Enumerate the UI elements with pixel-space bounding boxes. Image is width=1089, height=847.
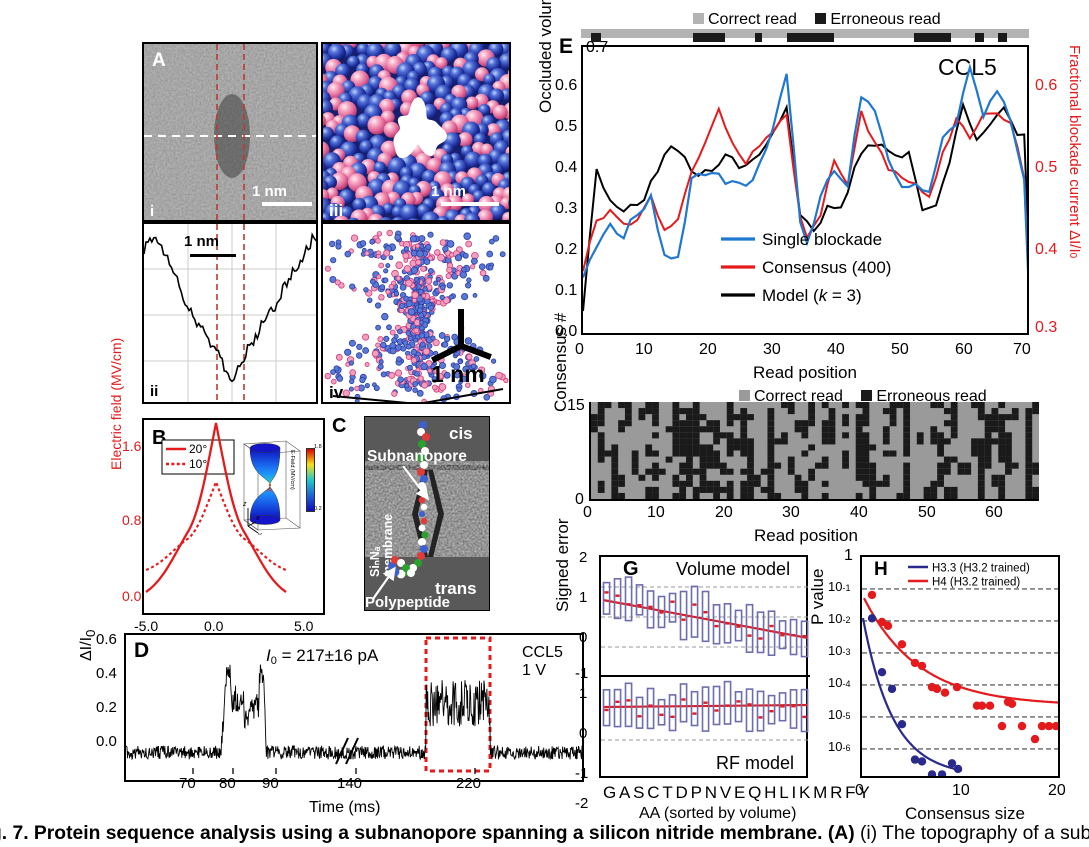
svg-text:H3.3 (H3.2 trained): H3.3 (H3.2 trained) xyxy=(932,563,1030,575)
svg-text:10°: 10° xyxy=(189,457,207,471)
svg-text:x: x xyxy=(255,515,260,522)
svg-text:1 nm: 1 nm xyxy=(431,183,466,200)
svg-text:A: A xyxy=(152,50,166,71)
svg-text:RF model: RF model xyxy=(716,753,794,773)
svg-text:CCL5: CCL5 xyxy=(522,644,563,661)
svg-text:Volume model: Volume model xyxy=(676,559,790,579)
svg-text:iv: iv xyxy=(329,383,344,402)
svg-text:SiₙNₐ: SiₙNₐ xyxy=(368,546,382,577)
svg-text:Subnanopore: Subnanopore xyxy=(367,448,467,465)
svg-text:1 V: 1 V xyxy=(522,662,546,679)
svg-text:G: G xyxy=(623,558,639,580)
svg-text:I0 = 217±16 pA: I0 = 217±16 pA xyxy=(266,646,379,667)
svg-text:H4 (H3.2 trained): H4 (H3.2 trained) xyxy=(932,577,1020,589)
svg-text:iii: iii xyxy=(329,201,343,220)
svg-text:Model (k = 3): Model (k = 3) xyxy=(762,286,862,305)
svg-text:20°: 20° xyxy=(189,442,207,456)
svg-text:1 nm: 1 nm xyxy=(184,233,219,250)
svg-text:1 nm: 1 nm xyxy=(252,183,287,200)
svg-text:Consensus (400): Consensus (400) xyxy=(762,258,891,277)
svg-text:ii: ii xyxy=(150,383,158,400)
svg-text:D: D xyxy=(134,639,149,662)
svg-text:y: y xyxy=(257,532,262,535)
svg-text:i: i xyxy=(150,203,154,220)
svg-text:Polypeptide: Polypeptide xyxy=(365,594,450,610)
svg-text:H: H xyxy=(874,559,888,580)
svg-text:z: z xyxy=(242,501,247,508)
svg-text:cis: cis xyxy=(449,424,473,443)
svg-text:1 nm: 1 nm xyxy=(431,361,485,387)
svg-text:Single blockade: Single blockade xyxy=(762,230,882,249)
